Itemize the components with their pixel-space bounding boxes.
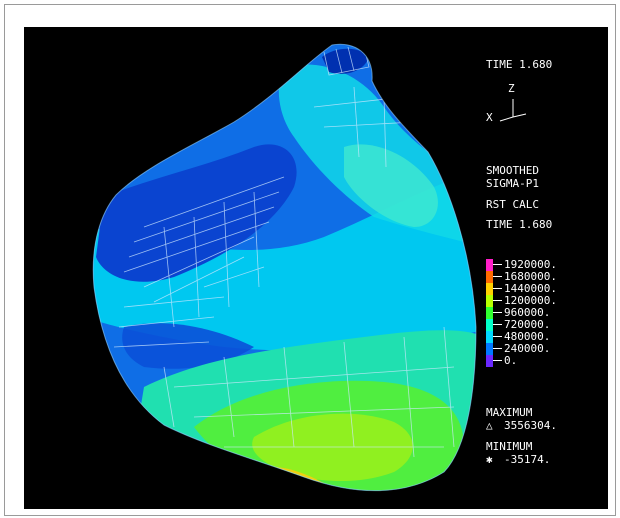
minimum-label: MINIMUM: [486, 440, 533, 453]
legend-swatch: [486, 355, 493, 367]
time-label-top: TIME 1.680: [486, 58, 553, 71]
minimum-symbol-icon: ✱: [486, 453, 493, 466]
maximum-value: 3556304.: [504, 419, 557, 432]
sigma-label: SIGMA-P1: [486, 177, 539, 190]
legend-swatch: [486, 295, 493, 307]
fea-viewport: TIME 1.680 Z X SMOOTHED SIGMA-P1 RST CAL…: [24, 27, 608, 509]
legend-swatch: [486, 271, 493, 283]
legend-swatch: [486, 331, 493, 343]
legend-swatch: [486, 343, 493, 355]
image-frame: TIME 1.680 Z X SMOOTHED SIGMA-P1 RST CAL…: [4, 4, 616, 516]
legend-swatch: [486, 259, 493, 271]
smoothed-label: SMOOTHED: [486, 164, 539, 177]
rst-calc-label: RST CALC: [486, 198, 539, 211]
legend-swatch: [486, 319, 493, 331]
legend-swatch: [486, 307, 493, 319]
minimum-value: -35174.: [504, 453, 551, 466]
axis-z-label: Z: [508, 82, 515, 95]
time-label-mid: TIME 1.680: [486, 218, 553, 231]
stress-legend: 1920000. 1680000. 1440000. 1200000. 9600…: [486, 259, 606, 389]
axis-x-label: X: [486, 111, 493, 124]
maximum-label: MAXIMUM: [486, 406, 533, 419]
axis-triad-icon: [499, 99, 527, 122]
stress-contour-plot: [92, 43, 477, 492]
legend-swatch: [486, 283, 493, 295]
maximum-symbol-icon: △: [486, 419, 493, 432]
axis-triad: Z X: [486, 82, 536, 124]
